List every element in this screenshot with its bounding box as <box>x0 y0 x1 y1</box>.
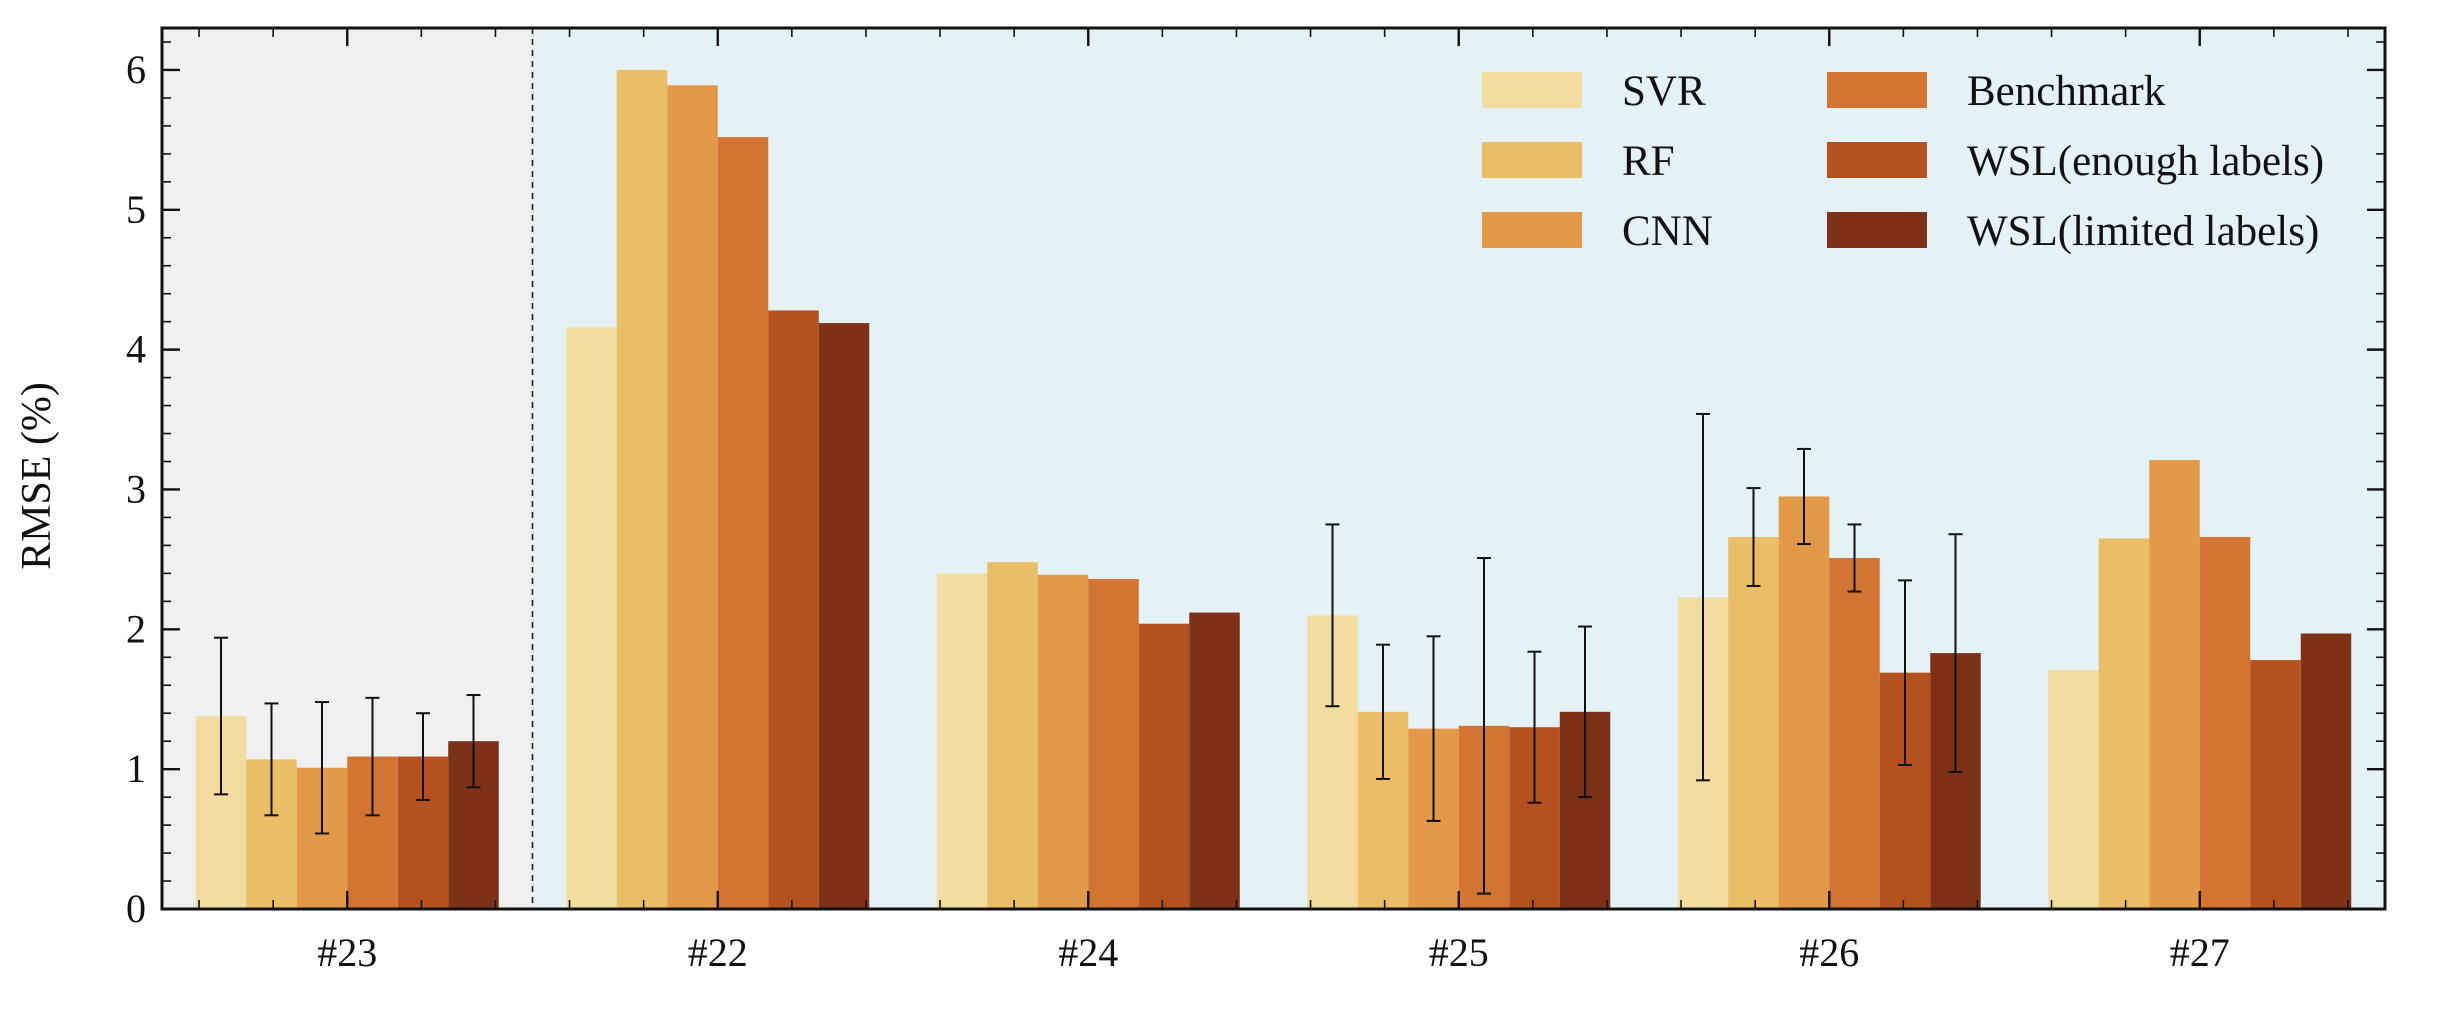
error-bar-#23-WSL(limited labels) <box>466 694 481 789</box>
bar-#27-CNN <box>2149 460 2200 909</box>
error-bar-#25-WSL(limited labels) <box>1578 625 1592 799</box>
x-tick-label: #23 <box>317 930 377 975</box>
plot-frame <box>160 26 2387 911</box>
error-bar-#25-RF <box>1376 643 1390 780</box>
error-bar-#25-WSL(enough labels) <box>1527 650 1542 804</box>
legend-swatch <box>1482 142 1582 178</box>
legend-item-Benchmark: Benchmark <box>1827 68 2166 115</box>
bar-#27-RF <box>2098 538 2150 909</box>
x-tick-label: #26 <box>1799 930 1859 975</box>
error-bar-#26-CNN <box>1797 447 1811 546</box>
bar-#22-WSL(enough labels) <box>768 310 819 909</box>
legend-label: WSL(enough labels) <box>1967 138 2324 185</box>
y-tick-label: 3 <box>126 466 146 511</box>
legend-item-WSL(limited labels): WSL(limited labels) <box>1827 208 2319 255</box>
legend-item-WSL(enough labels): WSL(enough labels) <box>1827 138 2324 185</box>
y-tick-label: 4 <box>126 327 146 372</box>
error-bar-#26-WSL(enough labels) <box>1898 579 1912 766</box>
bar-#22-SVR <box>566 327 617 909</box>
bar-#24-Benchmark <box>1088 578 1139 909</box>
legend-swatch <box>1827 72 1927 108</box>
x-tick-label: #22 <box>688 930 748 975</box>
error-bar-#23-CNN <box>315 701 329 835</box>
error-bar-#26-Benchmark <box>1847 523 1862 593</box>
bar-#27-WSL(enough labels) <box>2250 660 2301 909</box>
bar-#24-SVR <box>936 573 988 909</box>
y-tick-label: 6 <box>126 47 146 92</box>
error-bar-#23-WSL(enough labels) <box>416 712 430 801</box>
error-bar-#23-Benchmark <box>365 696 380 817</box>
legend-swatch <box>1482 72 1582 108</box>
legend-swatch <box>1827 212 1927 248</box>
error-bars <box>214 412 1963 895</box>
y-tick-label: 5 <box>126 187 146 232</box>
y-tick-label: 1 <box>126 746 146 791</box>
bar-#22-CNN <box>667 85 718 910</box>
error-bar-#25-Benchmark <box>1477 556 1491 895</box>
bar-#27-SVR <box>2048 669 2099 909</box>
error-bar-#23-RF <box>264 702 279 817</box>
bar-#24-WSL(enough labels) <box>1138 623 1190 909</box>
legend-swatch <box>1482 212 1582 248</box>
legend-label: RF <box>1622 138 1675 185</box>
error-bar-#26-RF <box>1746 487 1761 587</box>
legend-label: CNN <box>1622 208 1713 255</box>
bar-#24-WSL(limited labels) <box>1189 612 1240 909</box>
bar-#22-WSL(limited labels) <box>818 323 870 910</box>
bar-#26-Benchmark <box>1829 557 1880 909</box>
axes: 0 1 2 3 4 5 6 #23 #22 #24 #25 #26 #27 <box>126 26 2387 975</box>
bars <box>195 69 2352 910</box>
legend-item-RF: RF <box>1482 138 1675 185</box>
x-tick-label: #24 <box>1058 930 1118 975</box>
x-tick-label: #25 <box>1429 930 1489 975</box>
bar-#24-RF <box>987 562 1038 909</box>
bar-#26-RF <box>1728 537 1779 909</box>
bar-#24-CNN <box>1037 574 1089 909</box>
error-bar-#26-WSL(limited labels) <box>1948 533 1963 773</box>
error-bar-#25-CNN <box>1426 635 1441 822</box>
bar-#26-CNN <box>1778 496 1830 909</box>
legend-swatch <box>1827 142 1927 178</box>
y-tick-label: 2 <box>126 606 146 651</box>
bar-#27-Benchmark <box>2199 537 2251 909</box>
legend: SVR RF CNN Benchmark WSL(enough labels) WSL(l… <box>1482 68 2324 255</box>
error-bar-#23-SVR <box>214 636 228 796</box>
legend-item-SVR: SVR <box>1482 68 1706 115</box>
legend-label: SVR <box>1622 68 1706 115</box>
legend-item-CNN: CNN <box>1482 208 1713 255</box>
y-axis-label: RMSE (%) <box>14 382 60 570</box>
legend-label: Benchmark <box>1967 68 2166 115</box>
error-bar-#25-SVR <box>1325 523 1340 708</box>
legend-label: WSL(limited labels) <box>1967 208 2319 255</box>
bar-#22-RF <box>616 69 668 909</box>
bar-#27-WSL(limited labels) <box>2300 633 2352 909</box>
x-tick-label: #27 <box>2170 930 2230 975</box>
error-bar-#26-SVR <box>1696 412 1710 782</box>
bar-#22-Benchmark <box>717 137 769 910</box>
y-tick-label: 0 <box>126 886 146 931</box>
